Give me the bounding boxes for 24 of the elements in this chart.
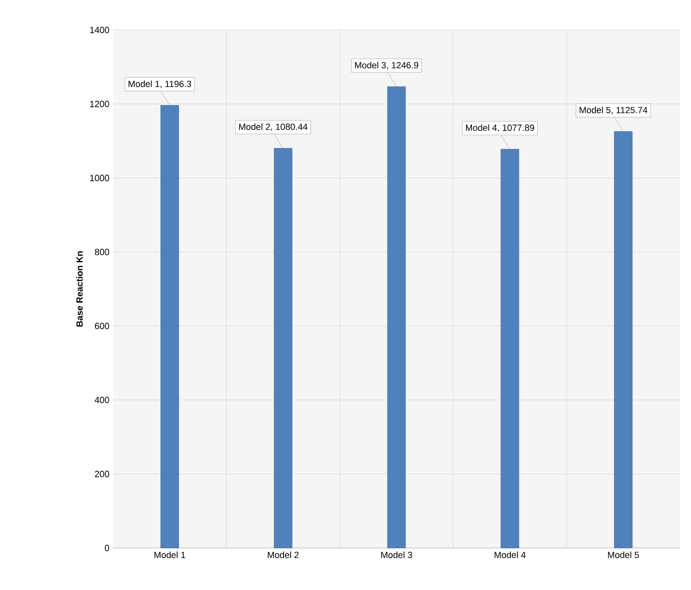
bar	[160, 105, 179, 548]
y-tick-label: 600	[94, 322, 110, 330]
x-tick-label: Model 2	[268, 552, 299, 558]
y-tick-label: 800	[94, 248, 110, 256]
data-label: Model 2, 1080.44	[239, 123, 308, 132]
y-tick-label: 0	[104, 544, 110, 552]
data-label: Model 5, 1125.74	[580, 106, 648, 114]
data-label: Model 3, 1246.9	[355, 62, 418, 70]
y-tick-label: 1000	[90, 174, 110, 182]
data-label: Model 1, 1196.3	[128, 80, 192, 88]
y-tick-label: 1400	[90, 26, 110, 34]
x-tick-label: Model 1	[154, 552, 186, 558]
bar	[387, 86, 406, 548]
x-tick-label: Model 4	[494, 552, 526, 558]
y-tick-label: 200	[94, 470, 110, 478]
bar	[274, 148, 292, 548]
y-tick-label: 400	[94, 396, 110, 404]
x-tick-label: Model 3	[381, 552, 412, 558]
x-tick-label: Model 5	[608, 552, 639, 558]
bar	[500, 148, 520, 548]
data-label: Model 4, 1077.89	[466, 124, 534, 132]
y-axis-title: Base Reaction Kn	[76, 251, 83, 327]
y-tick-label: 1200	[90, 100, 110, 108]
bar	[614, 131, 633, 548]
